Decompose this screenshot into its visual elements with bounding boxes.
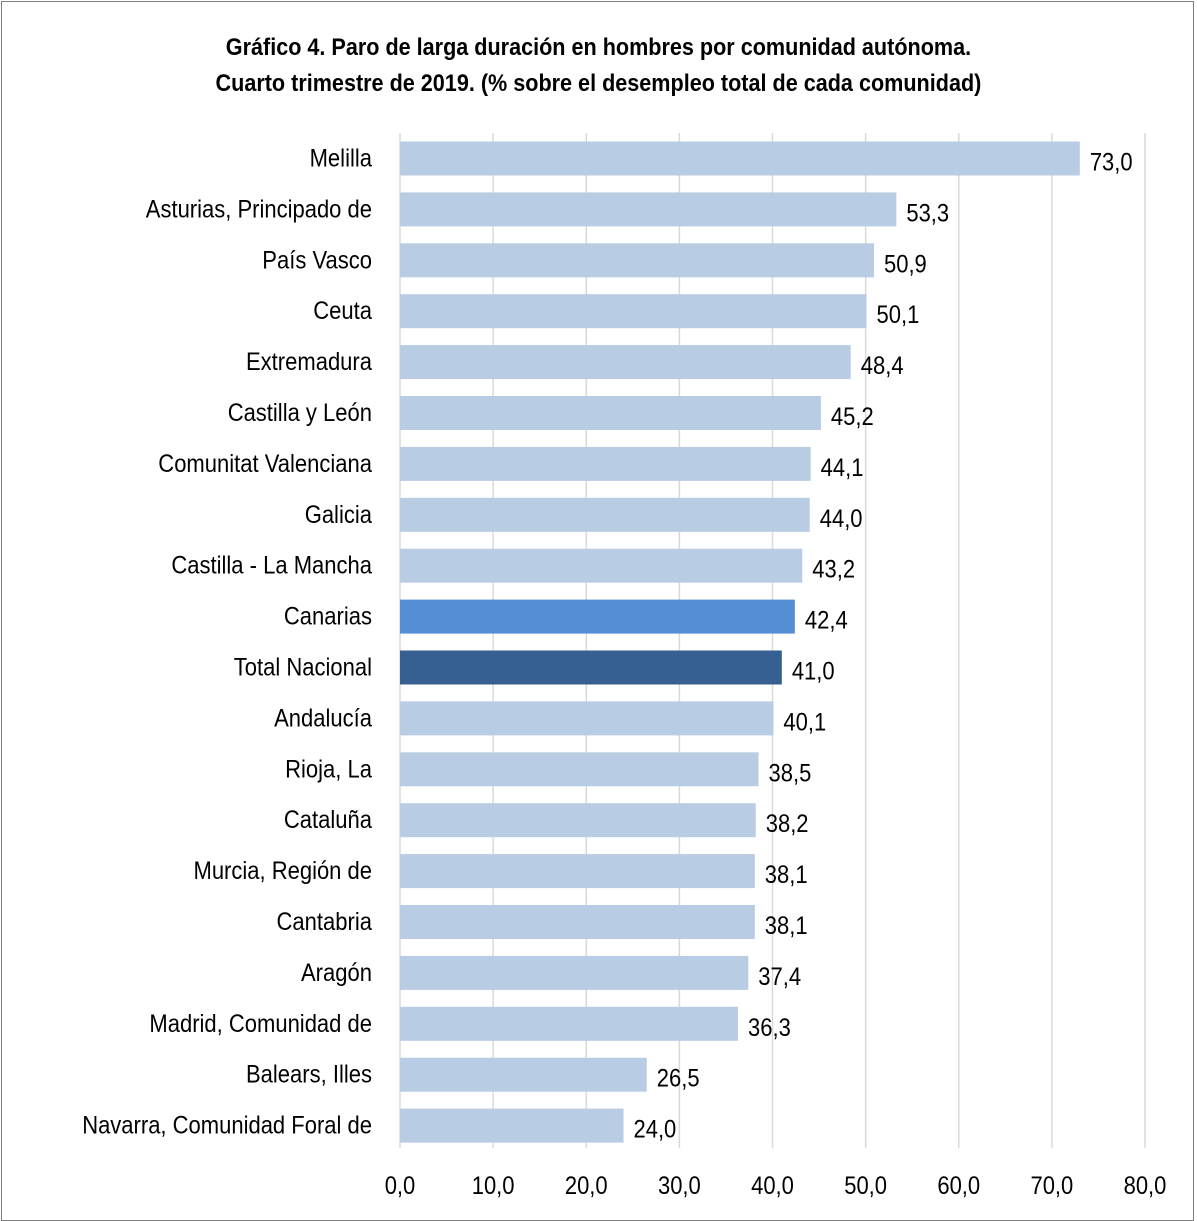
value-label: 38,1	[765, 861, 808, 889]
x-tick-label: 40,0	[751, 1172, 794, 1200]
category-label: Madrid, Comunidad de	[149, 1010, 372, 1038]
category-label: País Vasco	[262, 246, 372, 274]
value-label: 53,3	[906, 199, 949, 227]
bar	[400, 599, 795, 634]
value-label: 38,5	[769, 759, 812, 787]
x-tick-label: 10,0	[472, 1172, 515, 1200]
value-label: 26,5	[657, 1065, 700, 1093]
category-label: Extremadura	[246, 348, 372, 376]
category-label: Cataluña	[284, 806, 372, 834]
value-label: 42,4	[805, 607, 848, 635]
category-label: Cantabria	[277, 908, 373, 936]
value-label: 41,0	[792, 658, 835, 686]
bar	[400, 497, 810, 532]
bar	[400, 1108, 624, 1143]
x-tick-label: 50,0	[844, 1172, 887, 1200]
bar	[400, 854, 755, 889]
value-label: 38,1	[765, 912, 808, 940]
category-label: Canarias	[284, 603, 372, 631]
bar	[400, 701, 774, 736]
bar	[400, 141, 1080, 176]
value-label: 50,1	[877, 301, 920, 329]
chart-title-block: Gráfico 4. Paro de larga duración en hom…	[60, 30, 1137, 102]
x-tick-label: 60,0	[937, 1172, 980, 1200]
value-label: 73,0	[1090, 149, 1133, 177]
value-label: 44,0	[820, 505, 863, 533]
bar	[400, 905, 755, 939]
value-label: 50,9	[884, 250, 927, 278]
value-label: 44,1	[821, 454, 864, 482]
value-label: 38,2	[766, 810, 809, 838]
bar	[400, 752, 759, 787]
bar	[400, 294, 867, 329]
bar	[400, 192, 897, 227]
bar	[400, 243, 875, 278]
bar	[400, 396, 821, 430]
bar	[400, 803, 756, 838]
chart-subtitle: Cuarto trimestre de 2019. (% sobre el de…	[215, 70, 982, 97]
x-tick-label: 70,0	[1030, 1172, 1073, 1200]
bar	[400, 1006, 739, 1041]
category-label: Asturias, Principado de	[146, 195, 372, 223]
value-label: 45,2	[831, 403, 874, 431]
value-label: 24,0	[634, 1116, 677, 1144]
bar	[400, 345, 851, 380]
category-label: Navarra, Comunidad Foral de	[82, 1112, 372, 1140]
value-label: 36,3	[748, 1014, 791, 1042]
value-label: 37,4	[758, 963, 801, 991]
value-label: 43,2	[812, 556, 855, 584]
category-label: Aragón	[301, 959, 372, 987]
x-tick-label: 80,0	[1124, 1172, 1167, 1200]
category-label: Total Nacional	[234, 654, 372, 682]
category-label: Galicia	[305, 501, 372, 529]
x-tick-label: 30,0	[658, 1172, 701, 1200]
x-tick-label: 0,0	[385, 1172, 416, 1200]
category-label: Castilla y León	[228, 399, 372, 427]
category-label: Melilla	[310, 145, 372, 173]
category-label: Castilla - La Mancha	[171, 552, 372, 580]
category-label: Comunitat Valenciana	[158, 450, 372, 478]
bar	[400, 955, 749, 990]
chart-title: Gráfico 4. Paro de larga duración en hom…	[225, 34, 972, 61]
category-label: Balears, Illes	[246, 1061, 372, 1089]
bar	[400, 650, 782, 685]
category-label: Ceuta	[313, 297, 372, 325]
bar	[400, 548, 803, 583]
value-label: 40,1	[783, 708, 826, 736]
x-tick-label: 20,0	[565, 1172, 608, 1200]
category-label: Murcia, Región de	[194, 857, 373, 885]
bar	[400, 1057, 647, 1092]
bar	[400, 446, 811, 481]
category-label: Andalucía	[274, 704, 372, 732]
category-label: Rioja, La	[285, 755, 372, 783]
value-label: 48,4	[861, 352, 904, 380]
